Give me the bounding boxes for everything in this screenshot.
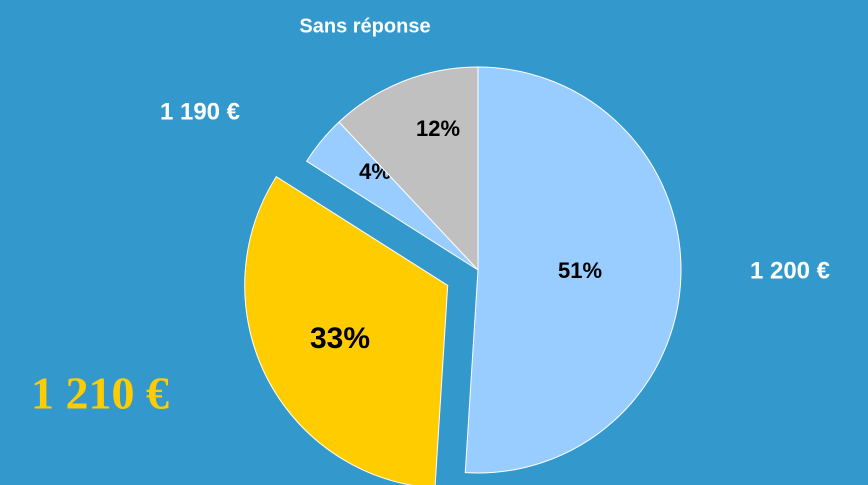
data-label: 12% <box>416 116 460 141</box>
category-label: 1 210 € <box>31 368 169 419</box>
data-label: 33% <box>310 322 370 355</box>
category-label: Sans réponse <box>299 15 430 37</box>
pie-slice <box>338 66 479 272</box>
pie-slice <box>244 175 449 485</box>
category-label: 1 200 € <box>750 257 830 284</box>
pie-slice <box>464 66 682 474</box>
category-label: 1 190 € <box>160 98 240 125</box>
data-label: 51% <box>558 258 602 283</box>
